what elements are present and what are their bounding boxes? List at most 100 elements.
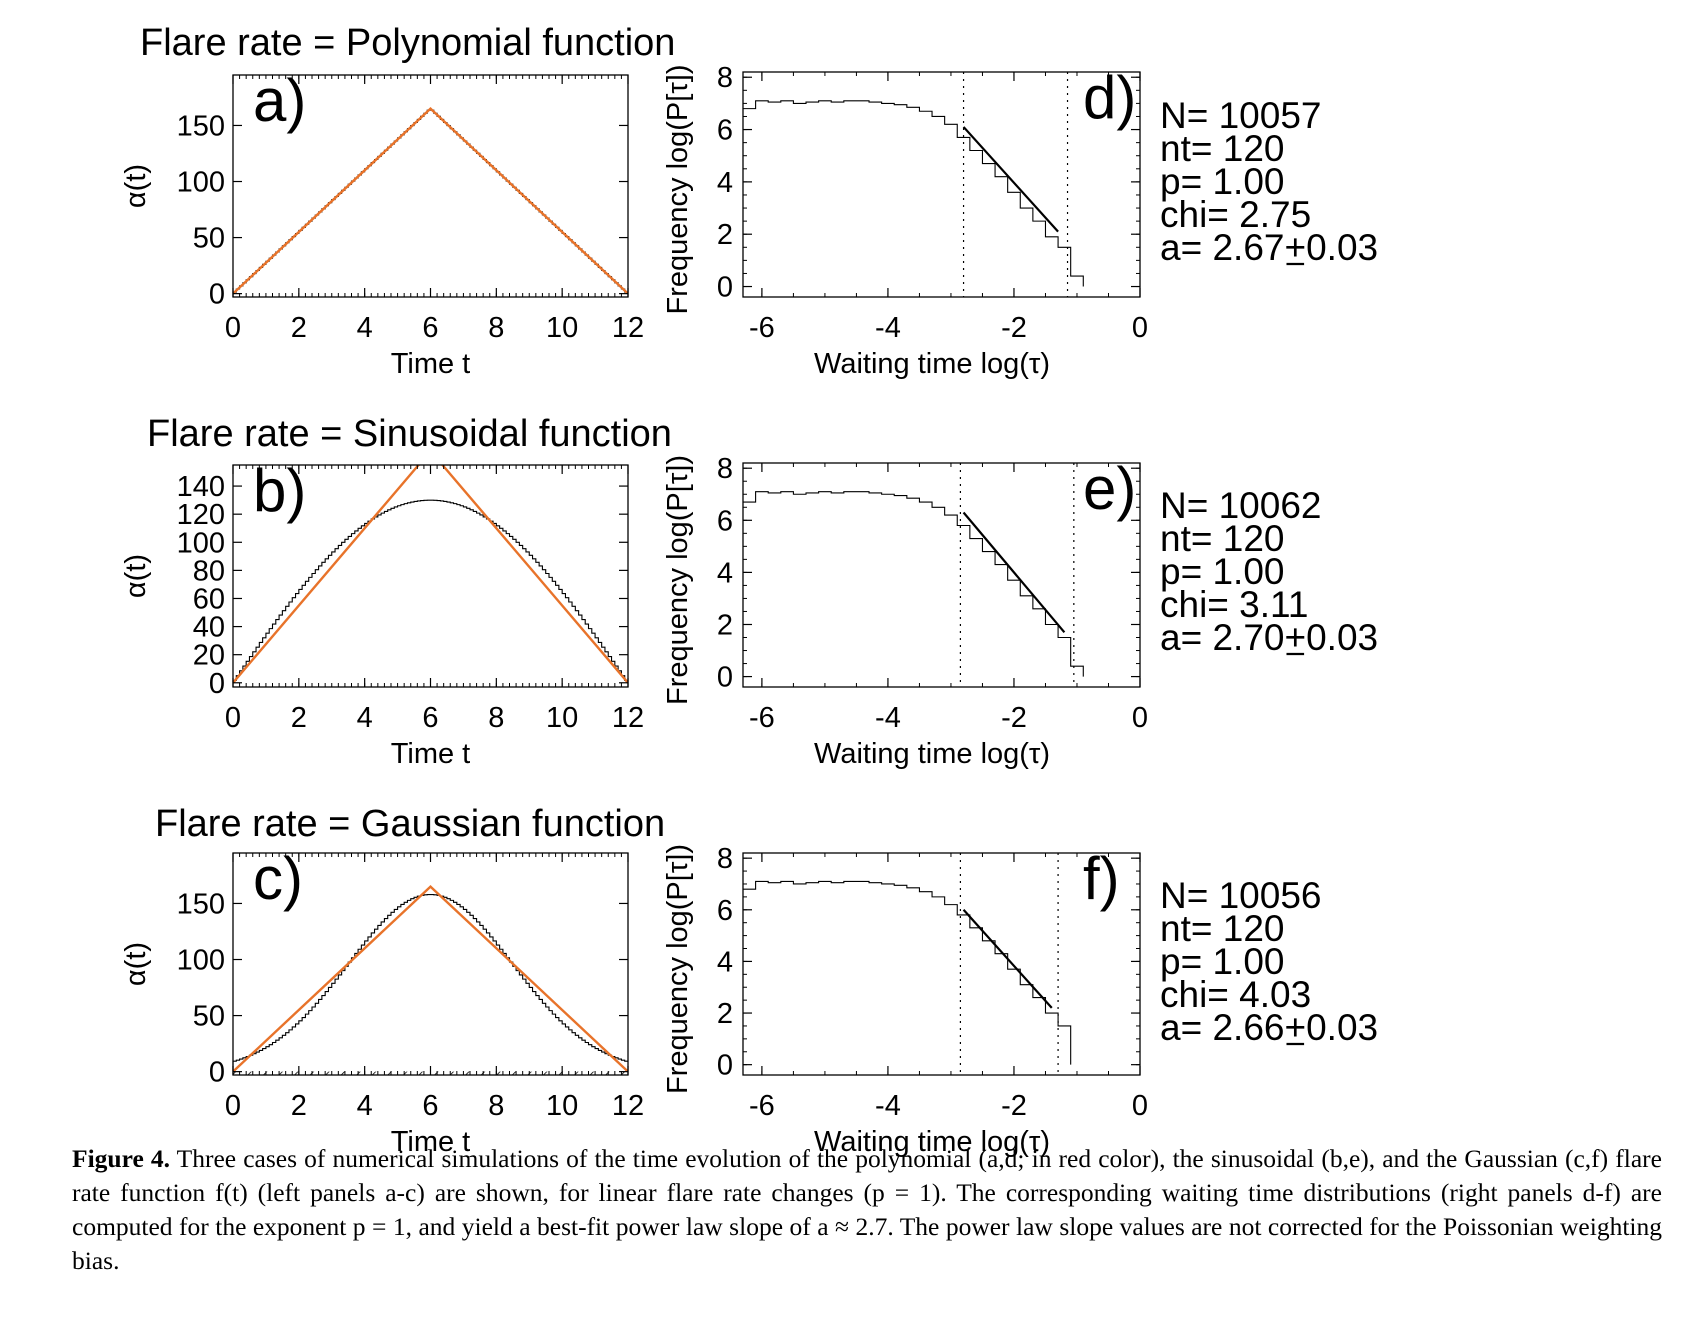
panel-e-stat-p: p= 1.00: [1160, 551, 1284, 592]
panel-d-fit-line: [962, 126, 1059, 233]
panel-e-fit-line: [962, 511, 1066, 634]
panel-e-ytick-label: 0: [717, 662, 733, 694]
panel-b-ytick-label: 140: [177, 471, 225, 503]
panel-f-ytick-label: 2: [717, 998, 733, 1030]
panel-c-title: Flare rate = Gaussian function: [155, 803, 665, 845]
panel-b-title: Flare rate = Sinusoidal function: [147, 413, 672, 455]
panel-f-stat-nt: nt= 120: [1160, 908, 1284, 949]
panel-d-ylabel: Frequency log(P[τ]): [662, 65, 694, 315]
panel-c-letter: c): [253, 845, 303, 912]
panel-f-ylabel: Frequency log(P[τ]): [662, 844, 694, 1094]
panel-e-ytick-label: 8: [717, 453, 733, 485]
panel-f-fit-line: [962, 909, 1053, 1009]
panel-b-ytick-label: 80: [193, 555, 225, 587]
panel-b-xtick-label: 6: [422, 702, 438, 734]
panel-a-title: Flare rate = Polynomial function: [140, 22, 675, 64]
panel-a-xtick-label: 0: [225, 312, 241, 344]
panel-f-ytick-label: 6: [717, 895, 733, 927]
panel-a-ytick-label: 50: [193, 223, 225, 255]
panel-b-ytick-label: 120: [177, 499, 225, 531]
panel-b-letter: b): [253, 457, 306, 524]
panel-c-xtick-label: 0: [225, 1090, 241, 1122]
panel-e-frame: [742, 462, 1141, 688]
panel-e-ytick-label: 2: [717, 609, 733, 641]
panel-a-xtick-label: 10: [546, 312, 578, 344]
panel-d-xtick-label: 0: [1132, 312, 1148, 344]
panel-c-xtick-label: 6: [422, 1090, 438, 1122]
panel-a-xtick-label: 8: [488, 312, 504, 344]
panel-d-frame: [742, 71, 1141, 298]
panel-f-xtick-label: -4: [875, 1090, 901, 1122]
panel-a-xtick-label: 12: [612, 312, 644, 344]
panel-a-letter: a): [253, 67, 306, 134]
figure-caption: Figure 4. Three cases of numerical simul…: [72, 1142, 1662, 1278]
panel-d-stat-chi: chi= 2.75: [1160, 194, 1311, 235]
panel-f-ytick-label: 4: [717, 946, 733, 978]
panel-a-ytick-label: 0: [209, 279, 225, 311]
caption-text: Three cases of numerical simulations of …: [72, 1144, 1662, 1275]
panel-a-ylabel: α(t): [120, 164, 152, 208]
panel-e-xtick-label: -6: [749, 702, 775, 734]
panel-f-xtick-label: -2: [1001, 1090, 1027, 1122]
panel-d-ytick-label: 2: [717, 219, 733, 251]
panel-b-xtick-label: 4: [357, 702, 373, 734]
panel-e-ytick-label: 4: [717, 557, 733, 589]
panel-e-xtick-label: 0: [1132, 702, 1148, 734]
panel-e-stat-nt: nt= 120: [1160, 518, 1284, 559]
panel-d-stat-N: N= 10057: [1160, 95, 1322, 136]
panel-d-ytick-label: 4: [717, 167, 733, 199]
panel-b-ytick-label: 40: [193, 612, 225, 644]
panel-a-xtick-label: 4: [357, 312, 373, 344]
panel-f-stat-p: p= 1.00: [1160, 941, 1284, 982]
panel-d-xtick-label: -6: [749, 312, 775, 344]
panel-b-ytick-label: 0: [209, 668, 225, 700]
panel-e-ylabel: Frequency log(P[τ]): [662, 455, 694, 705]
panel-a-ytick-label: 100: [177, 167, 225, 199]
panel-e-letter: e): [1083, 455, 1136, 522]
panel-a-histogram: [232, 109, 628, 294]
panel-e-ytick-label: 6: [717, 505, 733, 537]
panel-b-ylabel: α(t): [120, 554, 152, 598]
panel-d-xtick-label: -2: [1001, 312, 1027, 344]
panel-c-ytick-label: 150: [177, 888, 225, 920]
panel-e-stat-N: N= 10062: [1160, 485, 1322, 526]
panel-d-histogram: [743, 100, 1084, 287]
panel-f-xtick-label: 0: [1132, 1090, 1148, 1122]
panel-e-xlabel: Waiting time log(τ): [814, 738, 1050, 770]
panel-a-ytick-label: 150: [177, 110, 225, 142]
panel-b-ytick-label: 20: [193, 640, 225, 672]
panel-d-ytick-label: 8: [717, 62, 733, 94]
panel-a-xtick-label: 2: [291, 312, 307, 344]
panel-b-xtick-label: 8: [488, 702, 504, 734]
panel-c-xlabel: Time t: [391, 1126, 470, 1158]
panel-a-model-curve: [233, 106, 628, 295]
panel-f-stat-a: a= 2.66+0.03: [1160, 1007, 1378, 1048]
panel-d-ytick-label: 6: [717, 115, 733, 147]
panel-c-ytick-label: 50: [193, 1001, 225, 1033]
panel-f-xtick-label: -6: [749, 1090, 775, 1122]
panel-b-ytick-label: 60: [193, 583, 225, 615]
panel-c-xtick-label: 2: [291, 1090, 307, 1122]
panel-d-stat-a: a= 2.67+0.03: [1160, 227, 1378, 268]
panel-f-letter: f): [1083, 845, 1120, 912]
panel-e-stat-chi: chi= 3.11: [1160, 584, 1308, 625]
panel-c-ylabel: α(t): [120, 942, 152, 986]
panel-b-xlabel: Time t: [391, 738, 470, 770]
panel-e-xtick-label: -2: [1001, 702, 1027, 734]
panel-a-xtick-label: 6: [422, 312, 438, 344]
panel-b-ytick-label: 100: [177, 527, 225, 559]
panel-c-model-curve: [233, 884, 628, 1073]
panel-c-ytick-label: 0: [209, 1057, 225, 1089]
panel-c-xtick-label: 8: [488, 1090, 504, 1122]
panel-b-histogram: [232, 499, 628, 683]
panel-c-xtick-label: 12: [612, 1090, 644, 1122]
panel-b-xtick-label: 12: [612, 702, 644, 734]
panel-b-xtick-label: 2: [291, 702, 307, 734]
panel-b-xtick-label: 0: [225, 702, 241, 734]
panel-f-ytick-label: 8: [717, 843, 733, 875]
panel-f-stat-chi: chi= 4.03: [1160, 974, 1311, 1015]
panel-f-histogram: [743, 880, 1072, 1065]
panel-d-letter: d): [1083, 64, 1136, 131]
panel-b-xtick-label: 10: [546, 702, 578, 734]
